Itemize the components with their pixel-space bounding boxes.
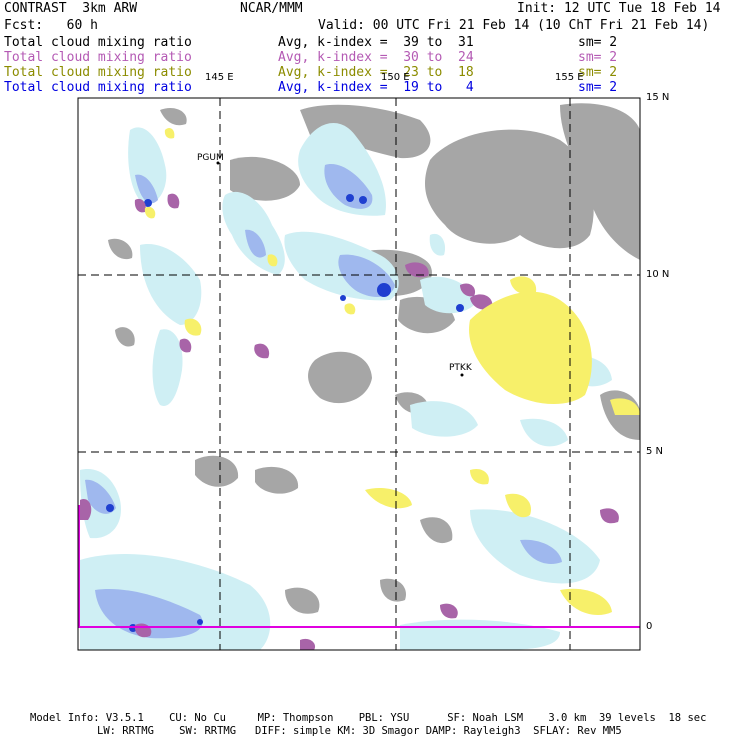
lat-label-10: 10 N — [646, 269, 670, 280]
lat-label-5: 5 N — [646, 446, 664, 457]
legend-sm-3: sm= 2 — [578, 65, 618, 80]
legend-stats-4: Avg, k-index = 19 to 4 — [278, 80, 474, 95]
station-markers — [216, 161, 464, 377]
init-time: Init: 12 UTC Tue 18 Feb 14 — [517, 1, 721, 16]
station-label-ptkk: PTKK — [449, 363, 472, 373]
legend-sm-4: sm= 2 — [578, 80, 618, 95]
cloud-layer-yellow — [144, 127, 640, 616]
legend-stats-2: Avg, k-index = 30 to 24 — [278, 50, 474, 65]
center-name: NCAR/MMM — [240, 1, 303, 16]
legend-stats-3: Avg, k-index = 23 to 18 — [278, 65, 474, 80]
legend-sm-2: sm= 2 — [578, 50, 618, 65]
lon-label-145: 145 E — [205, 72, 234, 83]
lon-label-155: 155 E — [555, 72, 584, 83]
station-pgum-marker — [216, 161, 220, 165]
legend-field-4: Total cloud mixing ratio — [4, 80, 192, 95]
station-label-pgum: PGUM — [197, 153, 224, 163]
legend-sm-1: sm= 2 — [578, 35, 618, 50]
valid-time: Valid: 00 UTC Fri 21 Feb 14 (10 ChT Fri … — [318, 18, 710, 33]
model-title: CONTRAST 3km ARW — [4, 1, 138, 16]
legend-stats-1: Avg, k-index = 39 to 31 — [278, 35, 474, 50]
legend-field-2: Total cloud mixing ratio — [4, 50, 192, 65]
model-info-line2: LW: RRTMG SW: RRTMG DIFF: simple KM: 3D … — [97, 725, 622, 737]
legend-field-3: Total cloud mixing ratio — [4, 65, 192, 80]
forecast-hour: Fcst: 60 h — [4, 18, 98, 33]
lon-label-150: 150 E — [381, 72, 410, 83]
lat-label-15: 15 N — [646, 92, 670, 103]
model-info-line1: Model Info: V3.5.1 CU: No Cu MP: Thompso… — [30, 712, 707, 724]
legend-field-1: Total cloud mixing ratio — [4, 35, 192, 50]
map-frame — [77, 97, 641, 651]
lat-label-0: 0 — [646, 621, 653, 632]
station-ptkk-marker — [460, 373, 464, 377]
domain-boundary — [78, 505, 640, 628]
